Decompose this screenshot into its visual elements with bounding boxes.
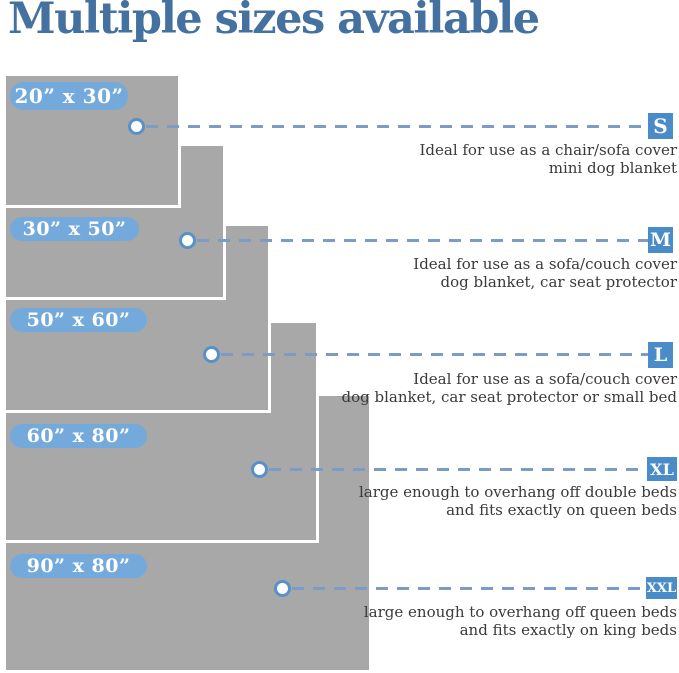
size-description-l: Ideal for use as a sofa/couch cover dog … <box>341 370 677 406</box>
size-description-line: dog blanket, car seat protector or small… <box>341 388 677 406</box>
dimension-badge-xxl: 90” x 80” <box>10 554 147 578</box>
anchor-dot-s <box>128 118 145 135</box>
leader-line-xxl <box>292 587 648 590</box>
leader-line-s <box>146 125 648 128</box>
size-letter-badge-s: S <box>648 113 673 139</box>
page-title: Multiple sizes available <box>8 0 540 44</box>
size-description-xxl: large enough to overhang off queen beds … <box>364 603 677 639</box>
size-description-xl: large enough to overhang off double beds… <box>359 483 677 519</box>
leader-line-xl <box>269 468 647 471</box>
size-description-s: Ideal for use as a chair/sofa cover mini… <box>419 141 677 177</box>
size-letter-badge-l: L <box>648 342 673 368</box>
anchor-dot-xl <box>251 461 268 478</box>
anchor-dot-l <box>203 346 220 363</box>
leader-line-m <box>197 239 648 242</box>
dimension-badge-m: 30” x 50” <box>10 217 139 241</box>
size-description-line: dog blanket, car seat protector <box>440 273 677 291</box>
size-description-line: Ideal for use as a sofa/couch cover <box>413 370 677 388</box>
dimension-badge-s: 20” x 30” <box>10 82 128 110</box>
size-description-line: and fits exactly on king beds <box>459 621 677 639</box>
dimension-badge-xl: 60” x 80” <box>10 424 147 448</box>
size-description-line: large enough to overhang off double beds <box>358 483 677 501</box>
size-description-line: large enough to overhang off queen beds <box>363 603 677 621</box>
size-letter-badge-m: M <box>648 227 673 253</box>
anchor-dot-m <box>179 232 196 249</box>
leader-line-l <box>221 353 648 356</box>
anchor-dot-xxl <box>274 580 291 597</box>
size-description-line: Ideal for use as a chair/sofa cover <box>419 141 677 159</box>
dimension-badge-l: 50” x 60” <box>10 308 147 332</box>
size-letter-badge-xxl: XXL <box>646 577 677 599</box>
size-letter-badge-xl: XL <box>647 457 677 481</box>
size-description-m: Ideal for use as a sofa/couch cover dog … <box>413 255 677 291</box>
size-description-line: mini dog blanket <box>548 159 677 177</box>
size-description-line: and fits exactly on queen beds <box>446 501 677 519</box>
size-description-line: Ideal for use as a sofa/couch cover <box>413 255 677 273</box>
